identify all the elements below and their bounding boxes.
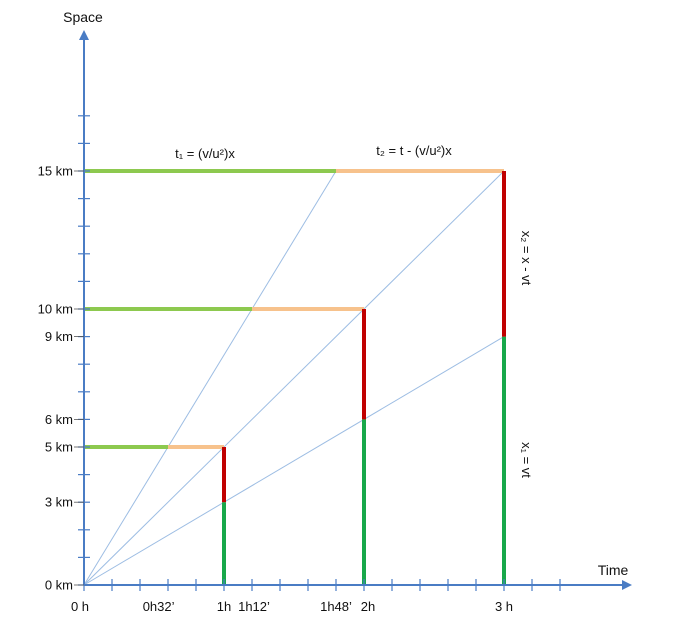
x-axis-title: Time: [598, 562, 629, 578]
x-tick-label: 2h: [361, 599, 375, 614]
y-tick-label: 9 km: [45, 329, 73, 344]
x-tick-label: 3 h: [495, 599, 513, 614]
y-axis-title: Space: [63, 9, 103, 25]
axes: [79, 30, 632, 590]
y-tick-label: 3 km: [45, 495, 73, 510]
y-tick-label: 6 km: [45, 412, 73, 427]
x-tick-label: 1h: [217, 599, 231, 614]
y-tick-label: 10 km: [38, 302, 73, 317]
x-tick-label: 1h12’: [238, 599, 270, 614]
x-axis-arrow: [622, 580, 632, 590]
y-tick-label: 5 km: [45, 440, 73, 455]
y-axis-arrow: [79, 30, 89, 40]
ticks: [78, 115, 561, 591]
guide-line-3: [83, 336, 505, 586]
guide-line-1: [83, 170, 337, 586]
x-tick-label: 0 h: [71, 599, 89, 614]
x-tick-label: 1h48’: [320, 599, 352, 614]
segments: [84, 169, 506, 585]
guide-line-2: [83, 170, 505, 586]
x2-formula: x₂ = x - vt: [519, 231, 534, 286]
labels: 0 h 0h32’ 1h 1h12’ 1h48’ 2h 3 h 0 km 3 km 5 km 6 k…: [38, 164, 513, 615]
t2-formula: t₂ = t - (v/u²)x: [376, 143, 452, 158]
y-tick-label: 0 km: [45, 578, 73, 593]
guide-lines: [83, 170, 505, 586]
t1-formula: t₁ = (v/u²)x: [175, 146, 235, 161]
x1-formula: x₁ = vt: [519, 442, 534, 478]
x-tick-label: 0h32’: [143, 599, 175, 614]
y-tick-label: 15 km: [38, 164, 73, 179]
